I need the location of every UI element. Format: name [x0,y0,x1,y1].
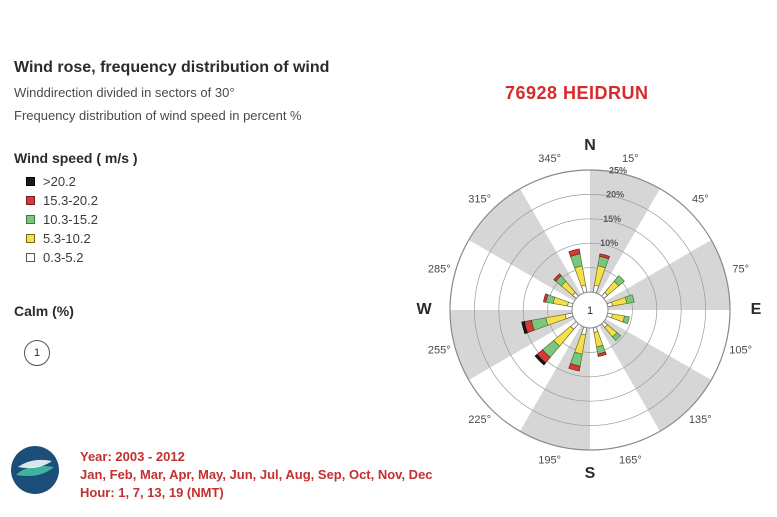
dir-label: 285° [428,264,451,276]
cardinal-s: S [585,465,596,482]
legend-label: >20.2 [43,174,76,189]
station-name: 76928 HEIDRUN [505,83,649,104]
calm-value-circle: 1 [24,340,50,366]
wind-bar [594,332,603,347]
dir-label: 45° [692,194,709,206]
legend: >20.2 15.3-20.2 10.3-15.2 5.3-10.2 0.3-5.2 [14,172,98,267]
legend-row: 0.3-5.2 [14,248,98,267]
cardinal-e: E [751,301,762,318]
legend-row: 10.3-15.2 [14,210,98,229]
footer-year: Year: 2003 - 2012 [80,448,185,466]
legend-swatch [26,253,35,262]
ring-label: 20% [606,190,624,200]
logo-icon [10,445,60,495]
subtitle-2: Frequency distribution of wind speed in … [14,108,302,123]
legend-row: 15.3-20.2 [14,191,98,210]
dir-label: 345° [538,153,561,165]
calm-title: Calm (%) [14,303,74,319]
dir-label: 315° [468,194,491,206]
ring-label: 15% [603,214,621,224]
legend-label: 0.3-5.2 [43,250,83,265]
legend-swatch [26,215,35,224]
cardinal-n: N [584,137,596,154]
dir-label: 105° [729,344,752,356]
dir-label: 255° [428,344,451,356]
dir-label: 75° [732,264,749,276]
wind-rose-chart: 10% 15% 20% 25% 1 15° 45° 75° 105° 135° 165° 195° 22… [410,130,770,490]
wind-bar [553,297,568,306]
footer-hours: Hour: 1, 7, 13, 19 (NMT) [80,484,224,502]
calm-value: 1 [34,347,40,359]
dir-label: 225° [468,414,491,426]
legend-title: Wind speed ( m/s ) [14,150,138,166]
dir-label: 165° [619,455,642,467]
dir-label: 15° [622,153,639,165]
ring-label: 25% [609,165,627,175]
legend-swatch [26,196,35,205]
footer-months: Jan, Feb, Mar, Apr, May, Jun, Jul, Aug, … [80,466,433,484]
legend-label: 15.3-20.2 [43,193,98,208]
page-title: Wind rose, frequency distribution of win… [14,59,329,77]
subtitle-1: Winddirection divided in sectors of 30° [14,85,235,100]
legend-swatch [26,234,35,243]
dir-label: 135° [689,414,712,426]
legend-label: 10.3-15.2 [43,212,98,227]
ring-label: 10% [600,238,618,248]
cardinal-w: W [416,301,432,318]
legend-label: 5.3-10.2 [43,231,91,246]
wind-bar [575,266,586,286]
center-value: 1 [587,305,593,317]
wind-bar [612,314,625,322]
legend-row: >20.2 [14,172,98,191]
legend-swatch [26,177,35,186]
legend-row: 5.3-10.2 [14,229,98,248]
dir-label: 195° [538,455,561,467]
